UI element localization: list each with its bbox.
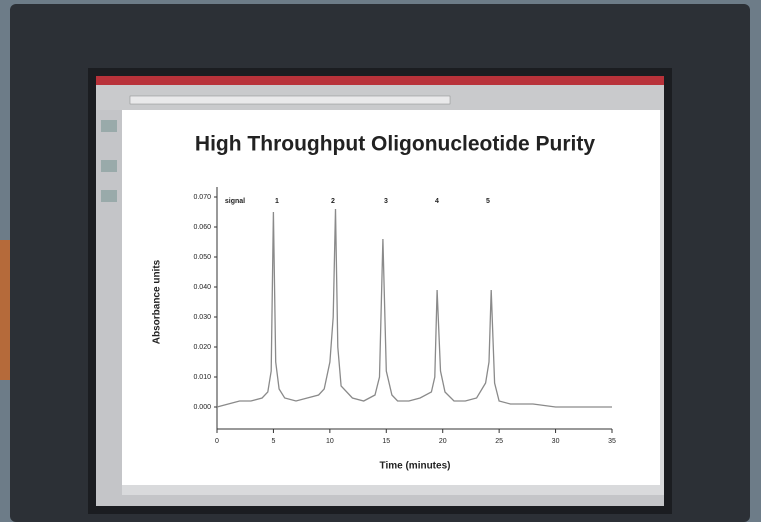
x-tick-label: 25 bbox=[495, 438, 503, 445]
peak-label: 4 bbox=[435, 198, 439, 205]
title-bar bbox=[96, 76, 664, 85]
x-tick-label: 15 bbox=[382, 438, 390, 445]
peak-label: 1 bbox=[275, 198, 279, 205]
y-tick-label: 0.010 bbox=[193, 374, 211, 381]
y-axis-label: Absorbance units bbox=[152, 259, 163, 344]
peak-label: 3 bbox=[384, 198, 388, 205]
data-line bbox=[216, 208, 612, 408]
background-object bbox=[0, 240, 12, 380]
x-tick-label: 35 bbox=[608, 438, 616, 445]
y-tick-label: 0.060 bbox=[193, 224, 211, 231]
side-button[interactable] bbox=[101, 160, 117, 172]
toolbar-controls[interactable] bbox=[129, 95, 451, 105]
x-tick-label: 20 bbox=[439, 438, 447, 445]
x-tick-label: 5 bbox=[271, 438, 275, 445]
peak-label: 2 bbox=[331, 198, 335, 205]
slide bbox=[122, 110, 660, 485]
x-axis-label: Time (minutes) bbox=[380, 461, 451, 472]
y-tick-label: 0.050 bbox=[193, 254, 211, 261]
status-bar bbox=[96, 495, 664, 506]
side-toolbar bbox=[96, 110, 122, 495]
y-tick-label: 0.070 bbox=[193, 194, 211, 201]
peak-label: signal bbox=[225, 198, 245, 205]
chart-title: High Throughput Oligonucleotide Purity bbox=[195, 133, 595, 156]
side-button[interactable] bbox=[101, 190, 117, 202]
y-tick-label: 0.040 bbox=[193, 284, 211, 291]
peak-label: 5 bbox=[486, 198, 490, 205]
x-tick-label: 0 bbox=[215, 438, 219, 445]
y-tick-label: 0.020 bbox=[193, 344, 211, 351]
x-tick-label: 30 bbox=[552, 438, 560, 445]
y-tick-label: 0.000 bbox=[193, 404, 211, 411]
x-tick-label: 10 bbox=[326, 438, 334, 445]
side-button[interactable] bbox=[101, 120, 117, 132]
y-tick-label: 0.030 bbox=[193, 314, 211, 321]
